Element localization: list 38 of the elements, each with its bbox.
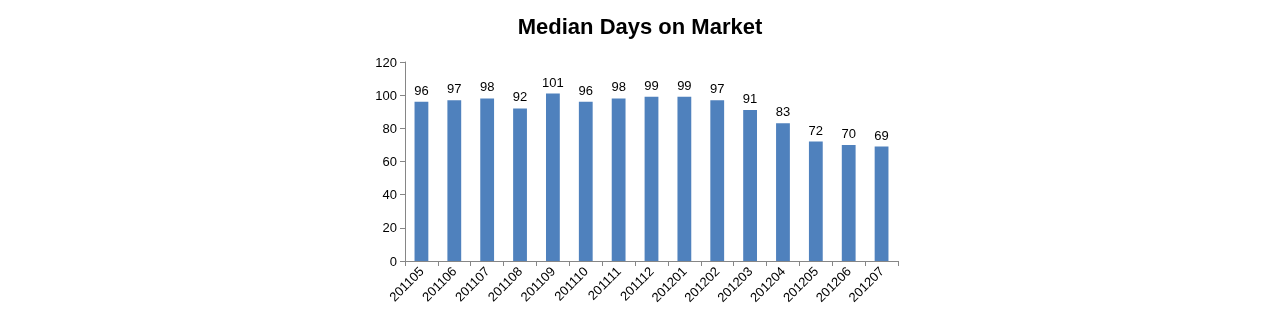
y-tick-label: 100 — [375, 87, 397, 103]
y-tick-label: 20 — [382, 220, 397, 236]
data-label: 98 — [611, 79, 626, 95]
bar — [513, 108, 527, 261]
data-label: 101 — [542, 74, 564, 90]
bar — [546, 93, 560, 261]
data-label: 70 — [841, 125, 856, 141]
bar — [874, 146, 889, 261]
data-label: 97 — [710, 81, 725, 97]
bar — [841, 144, 856, 261]
bar — [578, 101, 593, 261]
y-tick-label: 60 — [382, 154, 397, 169]
y-tick-label: 120 — [375, 54, 397, 70]
bar — [808, 141, 823, 261]
data-label: 96 — [414, 82, 429, 98]
data-label: 69 — [874, 127, 889, 143]
bar — [414, 101, 429, 261]
bar — [644, 96, 659, 261]
bar — [710, 100, 725, 261]
data-label: 97 — [447, 81, 462, 97]
bar — [743, 110, 757, 261]
bar — [776, 123, 790, 261]
chart-title: Median Days on Market — [517, 13, 763, 39]
data-label: 99 — [677, 77, 692, 93]
data-label: 72 — [808, 122, 824, 138]
bar — [611, 98, 626, 261]
bar — [447, 100, 462, 261]
y-tick-label: 0 — [389, 253, 397, 269]
data-label: 96 — [578, 82, 593, 98]
data-label: 99 — [644, 77, 659, 93]
y-tick-label: 40 — [382, 187, 397, 203]
y-tick-label: 80 — [382, 120, 397, 136]
data-label: 98 — [479, 79, 495, 95]
bar — [677, 96, 692, 261]
data-label: 91 — [742, 91, 758, 107]
bar — [480, 98, 495, 261]
data-label: 83 — [775, 104, 791, 120]
data-label: 92 — [512, 89, 528, 105]
